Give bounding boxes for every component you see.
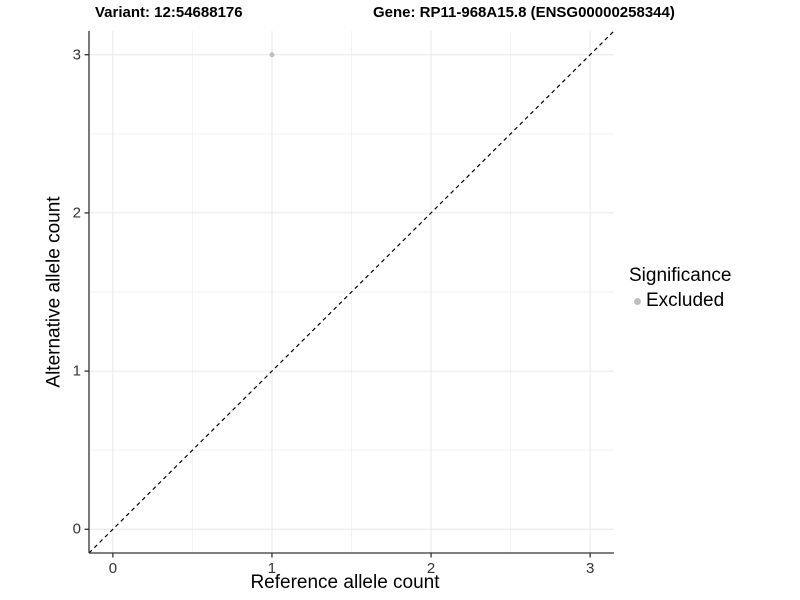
legend-title: Significance: [629, 265, 732, 286]
grid-major: [89, 31, 614, 553]
data-points: [269, 52, 275, 58]
axis-ticks: [84, 54, 591, 558]
gene-title: Gene: RP11-968A15.8 (ENSG00000258344): [373, 4, 675, 21]
legend-item: Excluded: [629, 290, 731, 312]
x-tick-label: 1: [267, 560, 277, 577]
identity-line: [88, 30, 615, 554]
y-tick-label: 1: [72, 362, 81, 380]
x-tick-label: 2: [426, 560, 436, 577]
y-axis-title: Alternative allele count: [43, 196, 65, 388]
axis-lines: [88, 31, 614, 554]
legend-items: Excluded: [629, 290, 731, 312]
y-tick-label: 0: [72, 520, 81, 538]
data-point: [269, 52, 275, 58]
legend: Significance Excluded: [629, 265, 731, 312]
x-tick-label: 0: [108, 560, 118, 577]
variant-title: Variant: 12:54688176: [95, 4, 243, 21]
grid-minor: [89, 31, 614, 553]
legend-item-label: Excluded: [646, 290, 725, 311]
y-tick-label: 2: [72, 204, 81, 222]
x-axis-title: Reference allele count: [250, 572, 440, 593]
x-tick-label: 3: [585, 560, 595, 577]
y-tick-label: 3: [72, 46, 81, 64]
legend-point-icon: [634, 297, 641, 305]
